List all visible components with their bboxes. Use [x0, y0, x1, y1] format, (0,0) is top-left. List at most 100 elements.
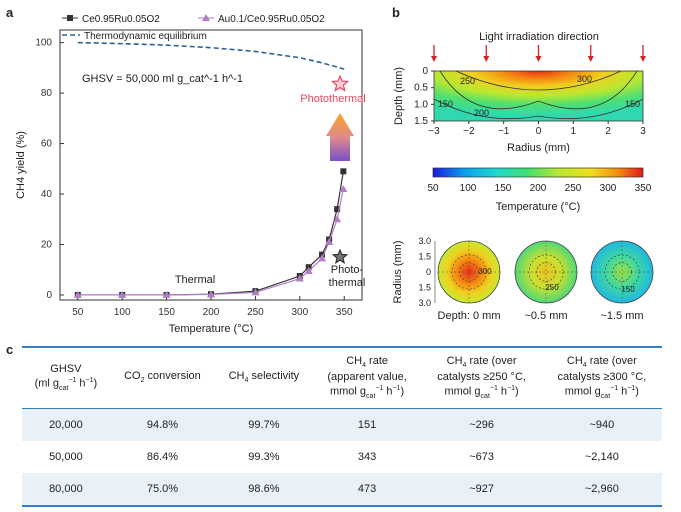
table-cell: 473: [357, 483, 377, 495]
panel-label-a: a: [6, 5, 14, 20]
light-arrow-head-icon: [483, 56, 490, 62]
contour-label: 300: [577, 74, 592, 84]
y-tick-label: 1.0: [414, 99, 428, 110]
x-tick-label: 3: [640, 126, 646, 137]
x-tick-label: 250: [247, 307, 264, 318]
contour-line: [455, 70, 622, 91]
cross-section-label: ~0.5 mm: [524, 310, 567, 322]
x-tick-label: −3: [428, 126, 440, 137]
legend-label-2: Thermodynamic equilibrium: [84, 31, 207, 42]
table-cell: ~2,960: [584, 483, 619, 495]
contour-label: 200: [474, 108, 489, 118]
table-cell: ~927: [469, 483, 494, 495]
panel-label-b: b: [392, 5, 400, 20]
table-cell: 94.8%: [146, 419, 179, 431]
panel-label-c: c: [6, 342, 14, 357]
x-tick-label: 200: [203, 307, 220, 318]
x-tick-label: 150: [158, 307, 175, 318]
y-axis-label: CH4 yield (%): [15, 131, 27, 199]
y-tick-label: 0: [422, 66, 428, 77]
x-tick-label: 0: [536, 126, 542, 137]
up-arrow-icon: [326, 113, 354, 161]
x-tick-label: 2: [605, 126, 611, 137]
colorbar-tick-label: 100: [460, 183, 477, 194]
cross-section-contour-label: 250: [545, 283, 559, 292]
cs-y-axis-label: Radius (mm): [392, 241, 404, 304]
contour-label: 250: [460, 76, 475, 86]
table-cell: 343: [357, 451, 377, 463]
y-tick-label: 100: [35, 38, 52, 49]
data-point-triangle: [333, 215, 342, 223]
col-header-ch4-rate-apparent: CH4 rate (apparent value, mmol gcat−1 h−1): [327, 354, 407, 400]
photo-thermal-label: Photo-: [331, 264, 364, 276]
colorbar-tick-label: 350: [635, 183, 652, 194]
table-cell: ~296: [469, 419, 494, 431]
colorbar-tick-label: 50: [427, 183, 439, 194]
ghsv-annotation: GHSV = 50,000 ml g_cat^-1 h^-1: [82, 73, 243, 85]
col-header-ghsv: GHSV (ml gcat−1 h−1): [34, 362, 98, 392]
table-row: 20,000 94.8% 99.7% 151 ~296 ~940: [22, 408, 662, 441]
y-axis-label: Depth (mm): [393, 67, 405, 125]
data-point-triangle: [207, 290, 215, 298]
data-point-triangle: [162, 290, 171, 298]
data-point-triangle: [339, 184, 348, 192]
photo-thermal-star-icon: [331, 248, 349, 264]
colorbar-tick-label: 250: [565, 183, 582, 194]
y-tick-label: 0: [46, 290, 52, 301]
series-line-2: [77, 41, 345, 70]
x-tick-label: 1: [571, 126, 577, 137]
cs-y-tick-label: 0: [426, 267, 431, 277]
legend-marker-0: [67, 15, 73, 21]
x-axis-label: Radius (mm): [507, 142, 570, 154]
data-point-triangle: [325, 237, 334, 245]
light-arrow-head-icon: [535, 56, 542, 62]
table-cell: 80,000: [49, 483, 83, 495]
contour-line: [439, 70, 638, 110]
cross-section-contour-label: 150: [621, 285, 635, 294]
y-tick-label: 0.5: [414, 83, 428, 94]
colorbar-label: Temperature (°C): [496, 201, 580, 213]
table-cell: ~940: [589, 419, 615, 431]
legend-label-1: Au0.1/Ce0.95Ru0.05O2: [218, 14, 325, 25]
light-direction-title: Light irradiation direction: [479, 31, 599, 43]
cross-section-label: Depth: 0 mm: [438, 310, 501, 322]
cs-y-tick-label: 1.5: [418, 252, 431, 262]
data-point-square: [334, 206, 341, 213]
thermal-label: Thermal: [175, 274, 215, 286]
table-cell: ~2,140: [584, 451, 619, 463]
catalyst-performance-table: GHSV (ml gcat−1 h−1) CO2 conversion CH4 s…: [22, 346, 662, 507]
data-point-triangle: [295, 274, 304, 282]
legend-marker-1: [202, 14, 210, 21]
legend-label-0: Ce0.95Ru0.05O2: [82, 14, 160, 25]
colorbar-tick-label: 200: [530, 183, 547, 194]
x-tick-label: 350: [336, 307, 353, 318]
x-tick-label: −1: [498, 126, 510, 137]
y-tick-label: 40: [41, 189, 53, 200]
photothermal-label: Photothermal: [300, 93, 365, 105]
x-tick-label: 50: [72, 307, 84, 318]
light-arrow-head-icon: [640, 56, 646, 62]
x-tick-label: 300: [291, 307, 308, 318]
colorbar: [432, 167, 644, 178]
data-point-square: [340, 168, 347, 175]
x-tick-label: −2: [463, 126, 475, 137]
photothermal-star-icon: [330, 74, 350, 92]
table-cell: ~673: [469, 451, 494, 463]
table-cell: 75.0%: [146, 483, 179, 495]
contour-line: [433, 98, 644, 120]
cs-y-tick-label: 1.5: [418, 283, 431, 293]
table-cell: 98.6%: [248, 483, 280, 495]
col-header-ch4-rate-250: CH4 rate (over catalysts ≥250 °C, mmol gca…: [437, 354, 526, 400]
table-cell: 151: [357, 419, 377, 431]
photo-thermal-label-2: thermal: [329, 277, 366, 289]
y-tick-label: 60: [41, 139, 53, 150]
cs-y-tick-label: 3.0: [418, 298, 431, 308]
table-row: 50,000 86.4% 99.3% 343 ~673 ~2,140: [22, 441, 662, 473]
x-axis-label: Temperature (°C): [169, 323, 253, 335]
colorbar-tick-label: 150: [495, 183, 512, 194]
table-cell: 20,000: [49, 419, 83, 431]
contour-label: 150: [625, 99, 640, 109]
table-row: 80,000 75.0% 98.6% 473 ~927 ~2,960: [22, 473, 662, 506]
chart-a-yield: 50 100 150 200 250 300 350 0 20 40 60 80 100 Temperat…: [15, 14, 366, 335]
